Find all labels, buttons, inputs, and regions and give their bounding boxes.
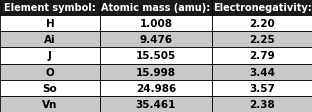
Bar: [212, 96, 312, 112]
Bar: [0, 48, 100, 64]
Bar: [100, 64, 212, 80]
Text: 2.25: 2.25: [249, 35, 275, 45]
Bar: [0, 80, 100, 96]
Bar: [212, 80, 312, 96]
Text: Ai: Ai: [44, 35, 56, 45]
Bar: [100, 0, 212, 16]
Text: O: O: [46, 67, 54, 77]
Text: H: H: [46, 19, 54, 29]
Bar: [0, 16, 100, 32]
Text: Electronegativity:: Electronegativity:: [213, 3, 311, 13]
Bar: [100, 48, 212, 64]
Text: 3.57: 3.57: [249, 83, 275, 93]
Bar: [0, 32, 100, 48]
Text: 15.998: 15.998: [136, 67, 176, 77]
Text: Element symbol:: Element symbol:: [4, 3, 96, 13]
Bar: [100, 32, 212, 48]
Bar: [100, 80, 212, 96]
Text: 35.461: 35.461: [136, 99, 176, 109]
Text: 9.476: 9.476: [139, 35, 173, 45]
Bar: [212, 16, 312, 32]
Bar: [212, 64, 312, 80]
Bar: [0, 96, 100, 112]
Text: 24.986: 24.986: [136, 83, 176, 93]
Text: 3.44: 3.44: [249, 67, 275, 77]
Bar: [100, 16, 212, 32]
Text: J: J: [48, 51, 52, 61]
Bar: [100, 96, 212, 112]
Text: 1.008: 1.008: [139, 19, 173, 29]
Bar: [0, 0, 100, 16]
Text: 2.79: 2.79: [249, 51, 275, 61]
Bar: [212, 48, 312, 64]
Bar: [212, 32, 312, 48]
Text: Atomic mass (amu):: Atomic mass (amu):: [101, 3, 211, 13]
Bar: [0, 64, 100, 80]
Text: Vn: Vn: [42, 99, 58, 109]
Text: 15.505: 15.505: [136, 51, 176, 61]
Text: 2.20: 2.20: [249, 19, 275, 29]
Text: So: So: [42, 83, 57, 93]
Text: 2.38: 2.38: [249, 99, 275, 109]
Bar: [212, 0, 312, 16]
